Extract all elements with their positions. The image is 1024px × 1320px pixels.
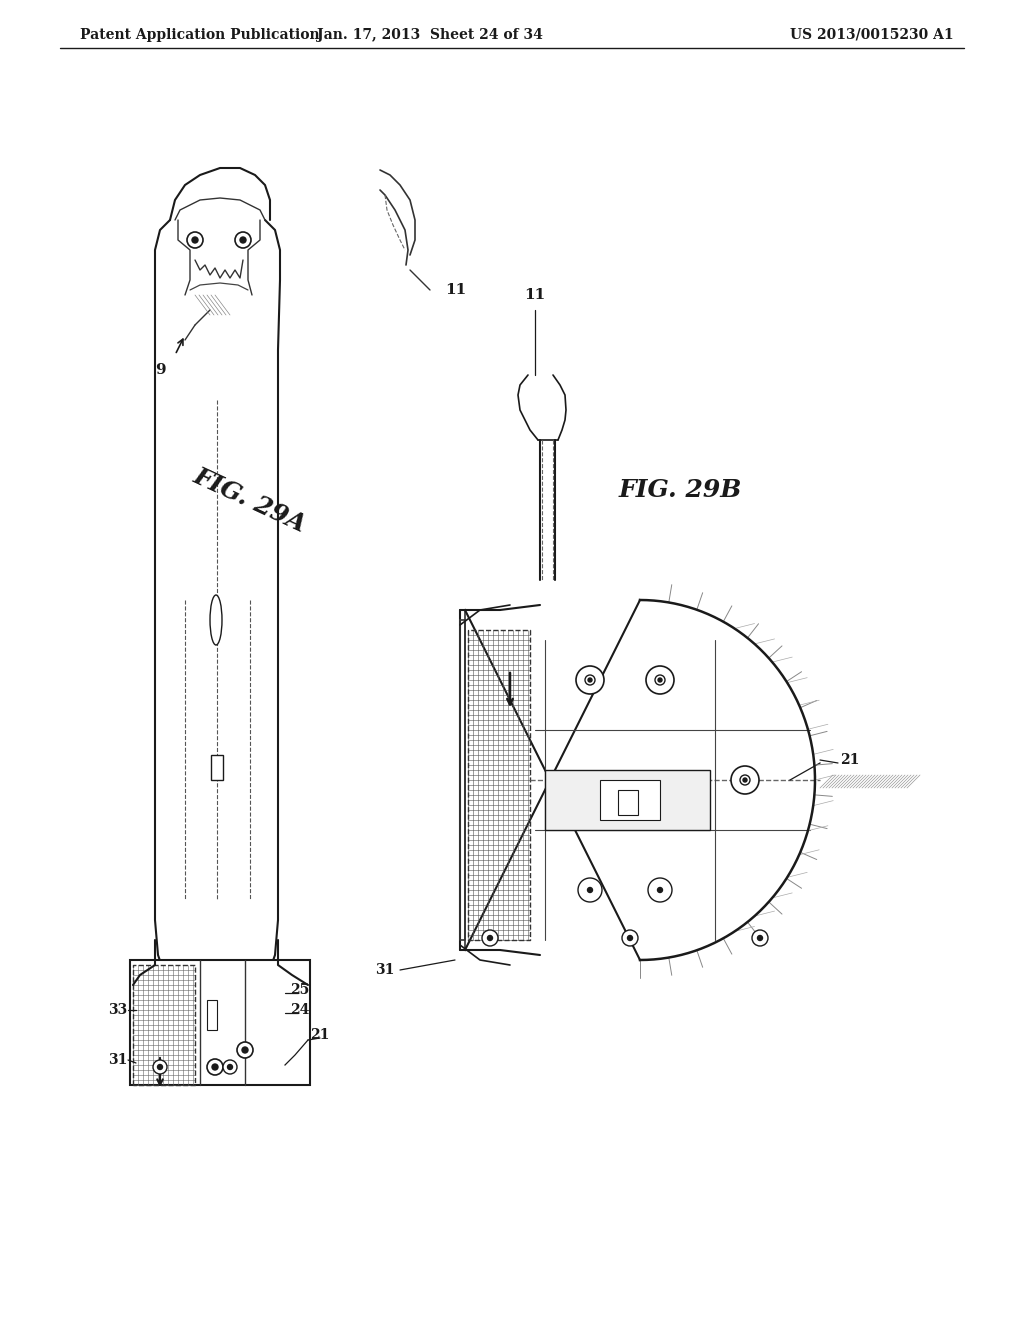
Circle shape: [743, 777, 746, 781]
Circle shape: [655, 675, 665, 685]
Circle shape: [482, 931, 498, 946]
Circle shape: [193, 238, 198, 243]
Circle shape: [240, 238, 246, 243]
Circle shape: [752, 931, 768, 946]
Text: Jan. 17, 2013  Sheet 24 of 34: Jan. 17, 2013 Sheet 24 of 34: [317, 28, 543, 42]
Circle shape: [585, 675, 595, 685]
Circle shape: [153, 1060, 167, 1074]
Text: 21: 21: [310, 1028, 330, 1041]
Circle shape: [207, 1059, 223, 1074]
Bar: [618, 789, 638, 814]
Circle shape: [648, 878, 672, 902]
Circle shape: [223, 1060, 237, 1074]
Circle shape: [212, 1064, 218, 1071]
Circle shape: [657, 887, 663, 892]
Bar: [207, 1001, 217, 1030]
Text: 9: 9: [155, 363, 165, 378]
Circle shape: [234, 232, 251, 248]
FancyBboxPatch shape: [130, 960, 310, 1085]
Ellipse shape: [210, 595, 222, 645]
Circle shape: [227, 1064, 232, 1069]
Circle shape: [578, 878, 602, 902]
Text: FIG. 29A: FIG. 29A: [189, 463, 310, 536]
Text: 31: 31: [376, 964, 394, 977]
Text: Patent Application Publication: Patent Application Publication: [80, 28, 319, 42]
Text: 11: 11: [524, 288, 546, 302]
FancyBboxPatch shape: [545, 770, 710, 830]
Circle shape: [740, 775, 750, 785]
Bar: [600, 780, 660, 820]
Circle shape: [622, 931, 638, 946]
Circle shape: [628, 936, 633, 940]
Text: 21: 21: [840, 752, 859, 767]
Circle shape: [187, 232, 203, 248]
Text: 24: 24: [291, 1003, 309, 1016]
Text: 31: 31: [109, 1053, 128, 1067]
Text: 33: 33: [109, 1003, 128, 1016]
Ellipse shape: [510, 601, 850, 960]
Circle shape: [588, 887, 593, 892]
Circle shape: [758, 936, 763, 940]
Text: 11: 11: [445, 282, 466, 297]
Circle shape: [158, 1064, 163, 1069]
Text: FIG. 29B: FIG. 29B: [618, 478, 741, 502]
Circle shape: [487, 936, 493, 940]
Circle shape: [588, 678, 592, 682]
Text: US 2013/0015230 A1: US 2013/0015230 A1: [790, 28, 953, 42]
Circle shape: [242, 1047, 248, 1053]
Text: 25: 25: [291, 983, 309, 997]
Circle shape: [575, 667, 604, 694]
Circle shape: [646, 667, 674, 694]
Circle shape: [731, 766, 759, 795]
Bar: [211, 755, 223, 780]
Circle shape: [237, 1041, 253, 1059]
Circle shape: [658, 678, 662, 682]
